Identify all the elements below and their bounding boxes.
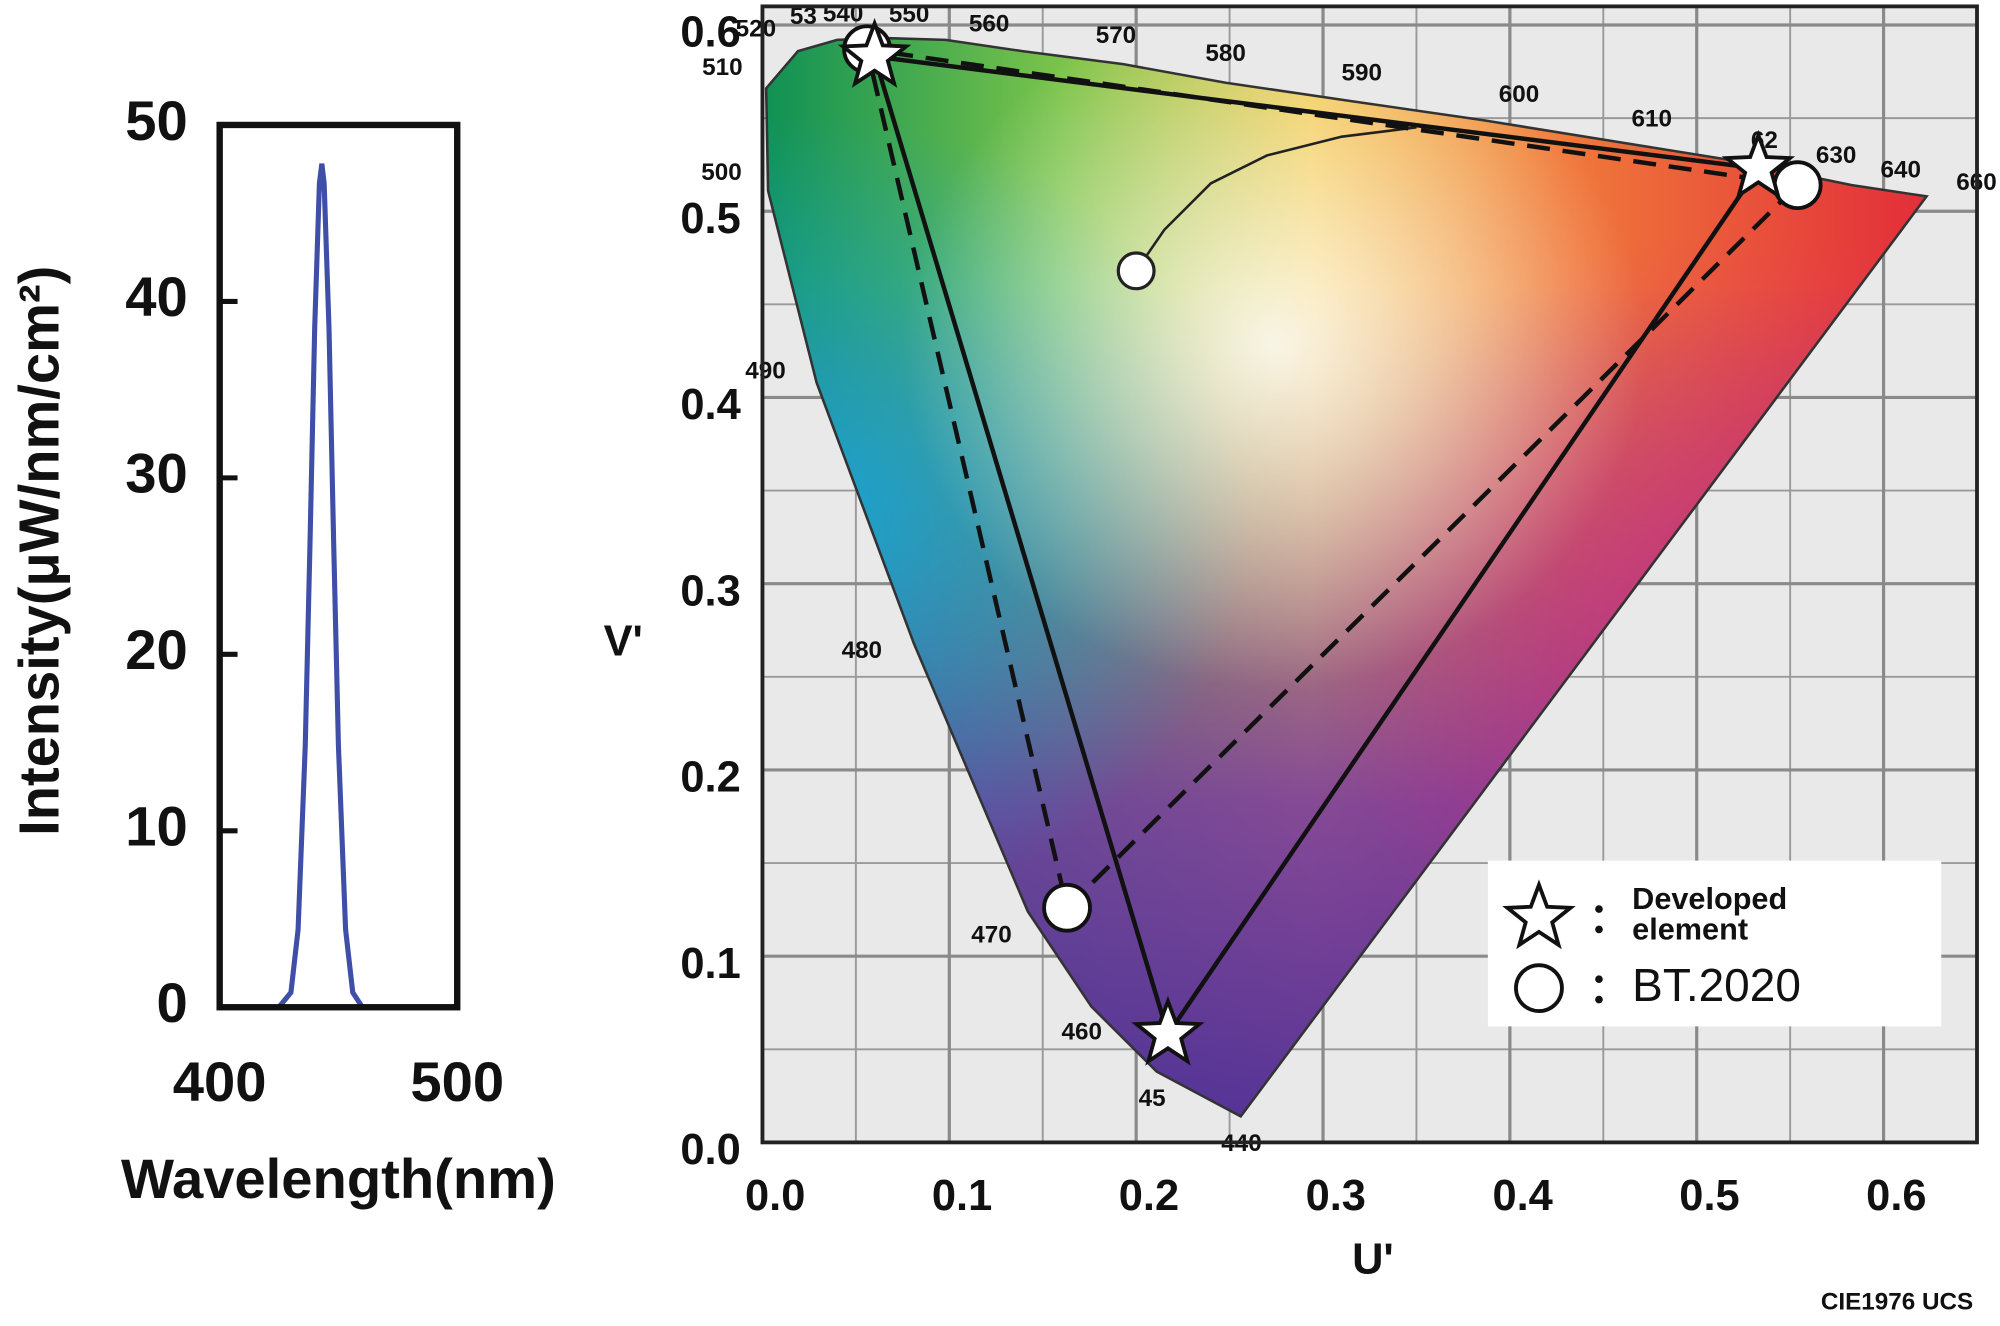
star-marker — [1721, 129, 1796, 200]
legend-colon — [1595, 975, 1603, 984]
y-tick-label: 0.5 — [680, 195, 740, 243]
legend-label: BT.2020 — [1632, 958, 1801, 1012]
legend-colon — [1595, 905, 1603, 913]
wavelength-label: 600 — [1499, 81, 1539, 108]
wavelength-label: 520 — [736, 15, 776, 42]
wavelength-label: 45 — [1139, 1085, 1166, 1112]
wavelength-label: 590 — [1342, 60, 1382, 87]
wavelength-label: 610 — [1632, 105, 1672, 132]
y-tick-label: 0.6 — [680, 9, 740, 57]
circle-marker — [1772, 160, 1823, 211]
x-tick-label: 0.4 — [1492, 1172, 1552, 1220]
x-tick-label: 0.2 — [1119, 1172, 1179, 1220]
x-tick-label: 400 — [173, 1050, 267, 1113]
wavelength-label: 640 — [1881, 156, 1921, 183]
wavelength-label: 480 — [842, 637, 882, 664]
legend-label: Developed element — [1632, 882, 1788, 948]
legend-box — [1487, 860, 1942, 1027]
star-marker — [1502, 879, 1576, 950]
legend-colon — [1595, 925, 1603, 934]
y-tick-label: 0 — [156, 971, 187, 1034]
y-tick-label: 0.3 — [680, 567, 740, 615]
y-tick-label: 10 — [125, 795, 187, 858]
spectrum-line — [219, 163, 458, 1010]
gamut-triangle — [864, 46, 1803, 913]
wavelength-label: 560 — [969, 11, 1009, 38]
wavelength-label: 570 — [1096, 22, 1136, 49]
star-marker — [837, 17, 912, 88]
wavelength-label: 510 — [702, 54, 742, 81]
circle-marker — [1514, 963, 1564, 1013]
white-point — [1116, 251, 1156, 291]
wavelength-label: 540 — [823, 0, 863, 27]
wavelength-label: 580 — [1205, 40, 1245, 67]
y-tick-label: 0.1 — [680, 940, 740, 988]
planckian-locus — [1135, 126, 1417, 272]
y-tick-label: 0.0 — [680, 1126, 740, 1174]
x-tick-label: 0.5 — [1679, 1172, 1739, 1220]
legend-entry: BT.2020 — [1632, 958, 1801, 1012]
plot-frame — [760, 4, 1979, 1145]
legend-entry: Developed element — [1632, 882, 1788, 948]
x-tick-label: 0.6 — [1866, 1172, 1926, 1220]
y-tick-label: 50 — [125, 89, 187, 152]
y-tick-label: 20 — [125, 618, 187, 681]
star-marker — [1131, 995, 1205, 1066]
y-axis-label: V' — [604, 617, 643, 665]
circle-marker — [1042, 882, 1092, 933]
x-tick-label: 0.3 — [1306, 1172, 1366, 1220]
y-tick-label: 30 — [125, 442, 187, 505]
x-axis-label: Wavelength(nm) — [121, 1147, 556, 1210]
x-tick-label: 500 — [410, 1050, 504, 1113]
wavelength-label: 470 — [971, 921, 1011, 948]
y-tick-label: 0.4 — [680, 381, 740, 429]
y-tick-label: 0.2 — [680, 754, 740, 802]
x-tick-label: 0.0 — [745, 1172, 805, 1220]
plot-frame — [216, 121, 461, 1011]
wavelength-label: 630 — [1816, 142, 1856, 169]
x-tick-label: 0.1 — [932, 1172, 992, 1220]
wavelength-label: 460 — [1062, 1019, 1102, 1046]
legend-colon — [1595, 995, 1603, 1004]
y-axis-label: Intensity(μW/nm/cm²) — [7, 266, 70, 836]
wavelength-label: 490 — [745, 358, 785, 385]
caption: CIE1976 UCS — [1821, 1288, 1973, 1315]
wavelength-label: 500 — [701, 159, 741, 186]
x-axis-label: U' — [1352, 1236, 1394, 1284]
y-tick-label: 40 — [125, 265, 187, 328]
gamut-triangle — [871, 53, 1763, 1040]
